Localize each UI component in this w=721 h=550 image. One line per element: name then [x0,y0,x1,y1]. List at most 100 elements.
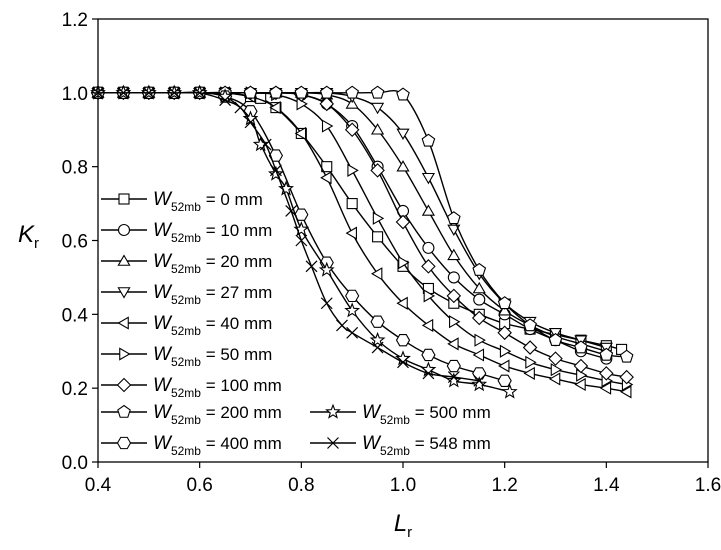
legend-marker-x [327,437,339,449]
legend-marker-hexagon [116,436,132,450]
series-3-point [447,224,461,237]
legend-label: W52mb = 0 mm [153,189,263,214]
x-axis-label: Lr [394,510,412,541]
series-1-point [473,293,486,306]
series-6-point [497,325,512,341]
legend-label: W52mb = 20 mm [153,251,272,276]
series-7-point [497,296,512,310]
x-tick-label: 1.6 [695,475,721,496]
axes-layer: 0.4 0.6 0.8 1.0 1.2 1.4 1.6 0.0 0.2 0.4 0.6 0.8 1.0 1… [18,10,721,541]
series-8-point [472,367,487,380]
legend-item-10: W52mb = 548 mm [310,433,491,458]
series-10-point [234,101,247,114]
series-10-point [346,326,359,339]
series-5-point [321,119,334,133]
series-6-point [446,288,462,304]
series-6-point [471,310,487,326]
series-2-point [447,248,461,261]
series-5-point [474,333,486,347]
series-6-point [421,259,436,274]
series-1-point [447,271,460,284]
series-10-point [219,94,232,107]
series-0 [92,87,628,355]
series-3-point [421,172,436,185]
legend-marker-square [118,193,130,205]
series-4-point [421,318,434,332]
legend: W52mb = 0 mm W52mb = 10 mm W52mb = 20 mm W5… [101,189,491,458]
series-9-point [252,136,269,152]
series-10-point [285,205,298,217]
series-2-point [498,304,512,316]
series-10 [92,86,486,387]
series-7-point [599,347,614,361]
series-6-point [599,366,614,381]
series-8-point [345,289,360,303]
series-10-point [447,371,460,384]
y-tick-label: 0.2 [62,379,88,400]
series-10-point [193,86,206,99]
legend-marker-triangle-up [117,254,131,266]
series-9-point [267,165,284,181]
legend-label: W52mb = 50 mm [153,344,272,369]
legend-label: W52mb = 548 mm [362,433,491,458]
series-8-point [370,315,385,328]
legend-label: W52mb = 40 mm [153,313,272,338]
series-9-point [369,331,386,347]
x-tick-label: 0.8 [288,475,314,496]
series-7-point [294,85,309,99]
x-tick-label: 0.4 [85,475,112,496]
series-5-point [347,163,359,177]
y-axis-label: Kr [18,221,39,252]
series-10-point [473,374,486,387]
series-7-point [345,85,359,99]
series-9-point [445,372,462,388]
x-tick-label: 1.2 [491,475,517,496]
series-7-point [370,85,385,99]
legend-marker-star [325,403,341,419]
series-10-point [259,138,272,151]
series-7-point [619,349,634,363]
series-10-point [371,341,384,354]
legend-marker-diamond [116,377,132,393]
legend-item-8: W52mb = 400 mm [101,433,282,458]
series-8-point [446,359,461,373]
series-10-point [142,86,155,99]
legend-marker-triangle-down [117,287,131,299]
y-tick-label: 0.8 [62,158,88,179]
series-9-point [318,261,335,277]
legend-marker-circle [117,223,131,237]
series-6-point [395,214,411,230]
y-tick-label: 0.0 [62,453,88,474]
series-6-point [319,96,335,112]
series-10-point [397,356,409,369]
legend-marker-triangle-right [119,347,131,361]
legend-item-6: W52mb = 100 mm [101,375,282,400]
series-8-point [268,149,284,162]
series-7 [91,85,634,363]
y-tick-label: 1.0 [62,84,88,105]
series-4-point [370,267,383,281]
legend-label: W52mb = 400 mm [153,433,282,458]
series-4-point [599,381,612,395]
series-3-point [396,128,410,141]
series-2-point [396,160,410,172]
series-9-point [278,180,295,196]
legend-item-3: W52mb = 27 mm [101,282,272,307]
series-10-point [305,260,318,273]
series-7-point [574,340,588,354]
series-8-point [421,348,436,362]
legend-label: W52mb = 100 mm [153,375,282,400]
series-2-point [370,123,385,135]
series-7-line [98,89,627,358]
legend-item-0: W52mb = 0 mm [101,189,263,214]
legend-item-2: W52mb = 20 mm [101,251,272,276]
series-6-point [522,340,538,355]
legend-item-9: W52mb = 500 mm [310,402,491,427]
x-tick-label: 1.0 [390,475,416,496]
series-5-point [525,355,537,369]
legend-item-4: W52mb = 40 mm [101,313,272,338]
legend-item-5: W52mb = 50 mm [101,344,272,369]
series-6-point [370,163,385,178]
series-8-point [497,374,512,387]
series-5-point [449,315,461,329]
